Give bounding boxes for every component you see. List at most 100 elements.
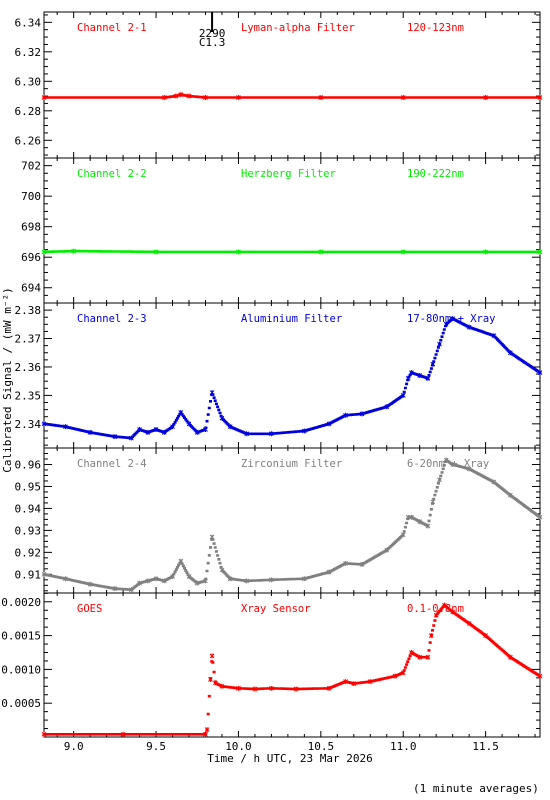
data-point [400,392,406,398]
data-point [120,731,126,737]
data-point [194,580,200,586]
data-point [430,361,436,367]
data-point [400,95,406,101]
data-point [41,421,47,427]
flare-marker-label: C1.3 [199,36,226,49]
data-point [450,609,456,615]
data-point [87,581,93,587]
data-point [219,415,225,421]
panel-3: 2.34 2.35 2.36 2.37 2.38 Channel 2-3 Aluminium… [15,302,543,449]
data-point [244,578,250,584]
y-tick-label: 0.0020 [1,596,41,609]
data-point [409,514,414,520]
data-point [145,429,151,435]
data-point [367,679,373,685]
y-tick-label: 0.94 [15,502,42,515]
data-point [71,248,77,254]
data-point [204,727,210,733]
data-point [209,653,215,659]
data-point [145,578,151,584]
x-tick-label: 11.5 [472,740,499,753]
data-point [326,569,332,575]
data-point [41,249,47,255]
y-tick-label: 6.30 [15,75,42,88]
data-point [236,95,241,101]
y-tick-label: 6.32 [15,46,42,59]
panel-filter-label: Aluminium Filter [241,313,342,325]
y-tick-label: 0.0015 [1,630,41,643]
panel-5: 0.0005 0.0010 0.0015 0.0020 GOES Xray Sensor 0… [1,592,543,738]
data-point [236,249,241,255]
data-series-points [42,604,542,736]
data-point [466,620,472,626]
y-tick-label: 6.34 [15,16,42,29]
averaging-note: (1 minute averages) [413,782,539,795]
data-point [326,685,332,691]
data-point [209,534,215,540]
data-point [194,429,200,435]
data-point [173,93,179,99]
data-point [227,424,233,430]
data-point [409,649,414,655]
data-point [384,404,390,410]
data-point [219,683,225,689]
data-point [450,461,456,467]
data-point [343,412,348,418]
data-series-points [42,317,542,440]
data-point [400,532,406,538]
data-point [178,409,184,415]
y-tick-label: 2.35 [15,389,42,402]
data-point [219,567,225,573]
y-tick-label: 0.0005 [1,697,41,710]
panel-filter-label: Lyman-alpha Filter [241,22,355,34]
data-point [170,424,175,430]
data-point [400,670,406,676]
y-tick-label: 698 [21,221,41,234]
y-tick-label: 6.28 [15,105,42,118]
panel-channel-label: Channel 2-3 [77,313,147,325]
data-point [252,686,258,692]
x-axis-label: Time / h UTC, 23 Mar 2026 [207,752,373,765]
data-point [209,390,215,396]
data-point [417,519,423,525]
x-tick-label: 9.5 [146,740,166,753]
y-tick-label: 0.96 [15,458,42,471]
data-point [203,731,208,737]
panel-band-label: 190-222nm [407,168,464,180]
data-point [161,578,167,584]
data-point [417,373,423,378]
data-point [170,574,175,580]
data-point [483,249,488,255]
x-tick-label: 10.5 [308,740,335,753]
data-point [466,324,472,330]
data-point [244,431,250,437]
data-series-points [42,249,542,254]
data-point [269,685,274,691]
data-point [112,434,118,440]
data-series-points [42,93,542,99]
data-point [203,95,208,101]
y-tick-label: 0.0010 [1,663,41,676]
data-point [400,249,406,255]
y-tick-label: 2.38 [15,304,42,317]
data-point [507,654,513,660]
data-point [425,654,431,660]
panel-channel-label: Channel 2-2 [77,168,147,180]
data-point [161,429,167,435]
data-point [450,316,456,322]
data-point [430,499,436,505]
data-point [466,466,472,472]
flare-marker-label: 2290 [199,27,226,40]
data-point [351,681,357,687]
y-tick-label: 694 [21,282,41,295]
data-point [537,514,543,520]
data-point [302,576,307,582]
y-tick-label: 2.36 [15,361,42,374]
data-point [128,587,134,593]
panel-band-label: 120-123nm [407,22,464,34]
data-point [318,95,324,101]
data-point [178,92,184,98]
data-point [153,576,159,582]
data-point [405,375,411,381]
